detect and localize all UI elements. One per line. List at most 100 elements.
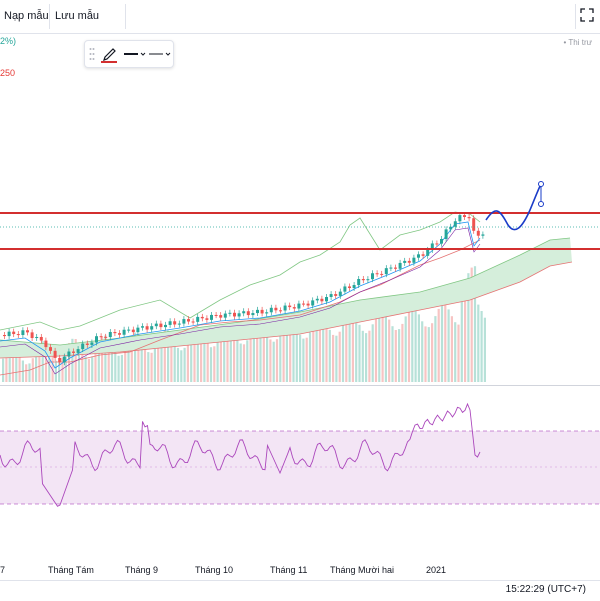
time-label: 7: [0, 565, 6, 575]
candle-body: [67, 351, 71, 357]
volume-bar: [365, 333, 368, 382]
volume-bar: [170, 335, 173, 382]
volume-bar: [114, 352, 117, 382]
candle-body: [141, 326, 144, 328]
volume-bar: [68, 343, 71, 382]
candle-body: [371, 273, 374, 280]
volume-bar: [167, 330, 170, 382]
volume-bar: [190, 333, 193, 382]
volume-bar: [196, 326, 199, 382]
candle-body: [228, 312, 232, 314]
status-bar: 15:22:29 (UTC+7): [0, 580, 600, 601]
volume-bar: [2, 358, 5, 382]
volume-bar: [407, 309, 411, 382]
candle-body: [380, 273, 384, 275]
candle-body: [95, 336, 98, 343]
legend-ma-value: 250: [0, 68, 16, 78]
candle-body: [430, 243, 434, 250]
candle-body: [463, 215, 466, 218]
candle-body: [320, 298, 324, 302]
volume-bar: [110, 345, 114, 382]
volume-bar: [124, 349, 127, 382]
bollinger-lower: [0, 239, 481, 376]
volume-bar: [160, 334, 163, 382]
volume-bar: [130, 335, 133, 382]
candle-body: [136, 327, 140, 333]
volume-bar: [305, 337, 308, 382]
candle-body: [315, 298, 319, 301]
volume-bar: [355, 317, 358, 382]
volume-bar: [338, 331, 341, 382]
volume-bar: [345, 317, 348, 382]
volume-bar: [292, 321, 295, 382]
volume-bar: [279, 332, 282, 382]
volume-bar: [289, 318, 292, 382]
volume-bar: [417, 314, 420, 382]
line-width-dropdown[interactable]: [123, 49, 147, 59]
candle-body: [269, 307, 273, 313]
pane-separator[interactable]: [0, 385, 600, 386]
volume-bar: [94, 350, 97, 382]
candle-body: [343, 286, 347, 292]
legend-right-text: Thi trư: [568, 38, 592, 47]
volume-bar: [147, 352, 150, 382]
load-template-button[interactable]: Nạp mẫu: [4, 10, 49, 22]
volume-bar: [239, 343, 242, 382]
volume-bar: [203, 336, 206, 382]
volume-bar: [206, 343, 209, 382]
volume-bar: [437, 308, 440, 382]
volume-bar: [11, 344, 15, 382]
candle-body: [104, 336, 108, 338]
volume-bar: [48, 348, 51, 382]
volume-bar: [104, 335, 107, 382]
legend-percent: 2%): [0, 36, 17, 46]
volume-bar: [180, 350, 183, 382]
drag-handle-icon[interactable]: [89, 47, 95, 61]
line-style-dropdown[interactable]: [148, 49, 172, 59]
candle-body: [403, 260, 407, 263]
volume-bar: [398, 329, 401, 382]
candle-body: [449, 226, 453, 230]
time-label: Tháng Tám: [48, 565, 94, 575]
time-label: Tháng 11: [270, 565, 308, 575]
volume-bar: [120, 354, 123, 382]
fullscreen-icon[interactable]: [580, 8, 594, 22]
candle-body: [173, 321, 177, 325]
volume-bar: [176, 347, 180, 382]
candle-body: [444, 229, 448, 239]
pencil-icon[interactable]: [99, 44, 121, 64]
candle-body: [35, 336, 39, 339]
volume-bar: [368, 330, 371, 382]
candle-body: [384, 268, 388, 275]
volume-bar: [242, 344, 246, 382]
candle-body: [279, 310, 282, 312]
volume-bar: [5, 351, 8, 382]
volume-bar: [315, 318, 318, 382]
candle-body: [440, 238, 443, 244]
candle-body: [407, 260, 411, 263]
volume-bar: [384, 313, 387, 382]
volume-bar: [101, 336, 104, 382]
candle-body: [334, 294, 338, 296]
volume-bar: [157, 341, 160, 382]
volume-bar: [308, 332, 312, 382]
price-chart[interactable]: [0, 34, 600, 580]
volume-bar: [173, 342, 176, 382]
volume-bar: [285, 319, 288, 382]
save-template-button[interactable]: Lưu mẫu: [55, 10, 100, 22]
candle-body: [108, 332, 112, 338]
volume-bar: [150, 352, 153, 382]
volume-bar: [421, 321, 424, 382]
candle-body: [251, 313, 255, 316]
candle-body: [223, 313, 227, 318]
candle-body: [81, 343, 85, 350]
candle-body: [62, 356, 66, 363]
candle-body: [421, 254, 425, 256]
volume-bar: [163, 330, 166, 382]
volume-bar: [140, 340, 143, 382]
candle-body: [288, 305, 292, 308]
volume-bar: [28, 363, 31, 382]
candle-body: [30, 332, 34, 339]
candle-body: [357, 278, 361, 286]
volume-bar: [137, 334, 140, 382]
